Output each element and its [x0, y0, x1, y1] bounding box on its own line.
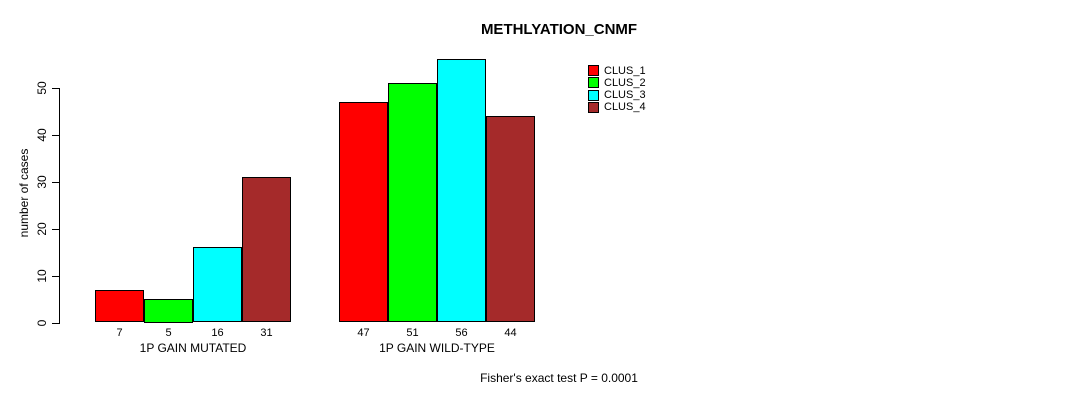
chart-title: METHLYATION_CNMF	[480, 21, 638, 38]
bar-clus_2-group1	[144, 299, 193, 323]
bar-value-label: 31	[260, 326, 273, 339]
y-tick	[52, 275, 59, 277]
legend-swatch-clus_3	[588, 89, 599, 101]
y-axis-line	[59, 87, 60, 324]
bar-clus_1-group2	[339, 101, 388, 323]
y-tick	[52, 87, 59, 89]
bar-value-label: 16	[211, 326, 224, 339]
bar-value-label: 5	[165, 326, 172, 339]
bar-value-label: 51	[406, 326, 419, 339]
bar-value-label: 44	[504, 326, 517, 339]
bar-clus_4-group1	[242, 176, 291, 323]
legend-label: CLUS_3	[604, 89, 646, 102]
legend-item-clus_4: CLUS_4	[588, 101, 646, 113]
legend-swatch-clus_4	[588, 101, 599, 113]
y-tick-label: 40	[35, 127, 49, 142]
y-tick-label: 10	[35, 268, 49, 283]
bar-clus_2-group2	[388, 82, 437, 323]
y-tick-label: 50	[35, 80, 49, 95]
bar-clus_3-group1	[193, 247, 242, 323]
bar-clus_4-group2	[486, 115, 535, 323]
bar-value-label: 47	[357, 326, 370, 339]
legend-label: CLUS_1	[604, 64, 646, 77]
legend-swatch-clus_1	[588, 65, 599, 76]
y-axis-title: number of cases	[17, 148, 31, 238]
legend-label: CLUS_2	[604, 76, 646, 89]
category-label: 1P GAIN WILD-TYPE	[379, 341, 495, 355]
y-tick	[52, 228, 59, 230]
legend-item-clus_1: CLUS_1	[588, 65, 646, 77]
bar-clus_3-group2	[437, 59, 486, 323]
legend-swatch-clus_2	[588, 77, 599, 89]
y-tick	[52, 322, 59, 324]
y-tick	[52, 181, 59, 183]
category-label: 1P GAIN MUTATED	[139, 341, 247, 355]
annotation-text: Fisher's exact test P = 0.0001	[480, 371, 638, 385]
legend-item-clus_3: CLUS_3	[588, 89, 646, 101]
bar-value-label: 7	[116, 326, 123, 339]
y-tick-label: 20	[35, 221, 49, 236]
y-tick-label: 30	[35, 174, 49, 189]
bar-clus_1-group1	[95, 289, 144, 323]
legend-label: CLUS_4	[604, 101, 646, 114]
legend-item-clus_2: CLUS_2	[588, 77, 646, 89]
y-tick-label: 0	[35, 319, 49, 326]
y-tick	[52, 134, 59, 136]
bar-value-label: 56	[455, 326, 468, 339]
